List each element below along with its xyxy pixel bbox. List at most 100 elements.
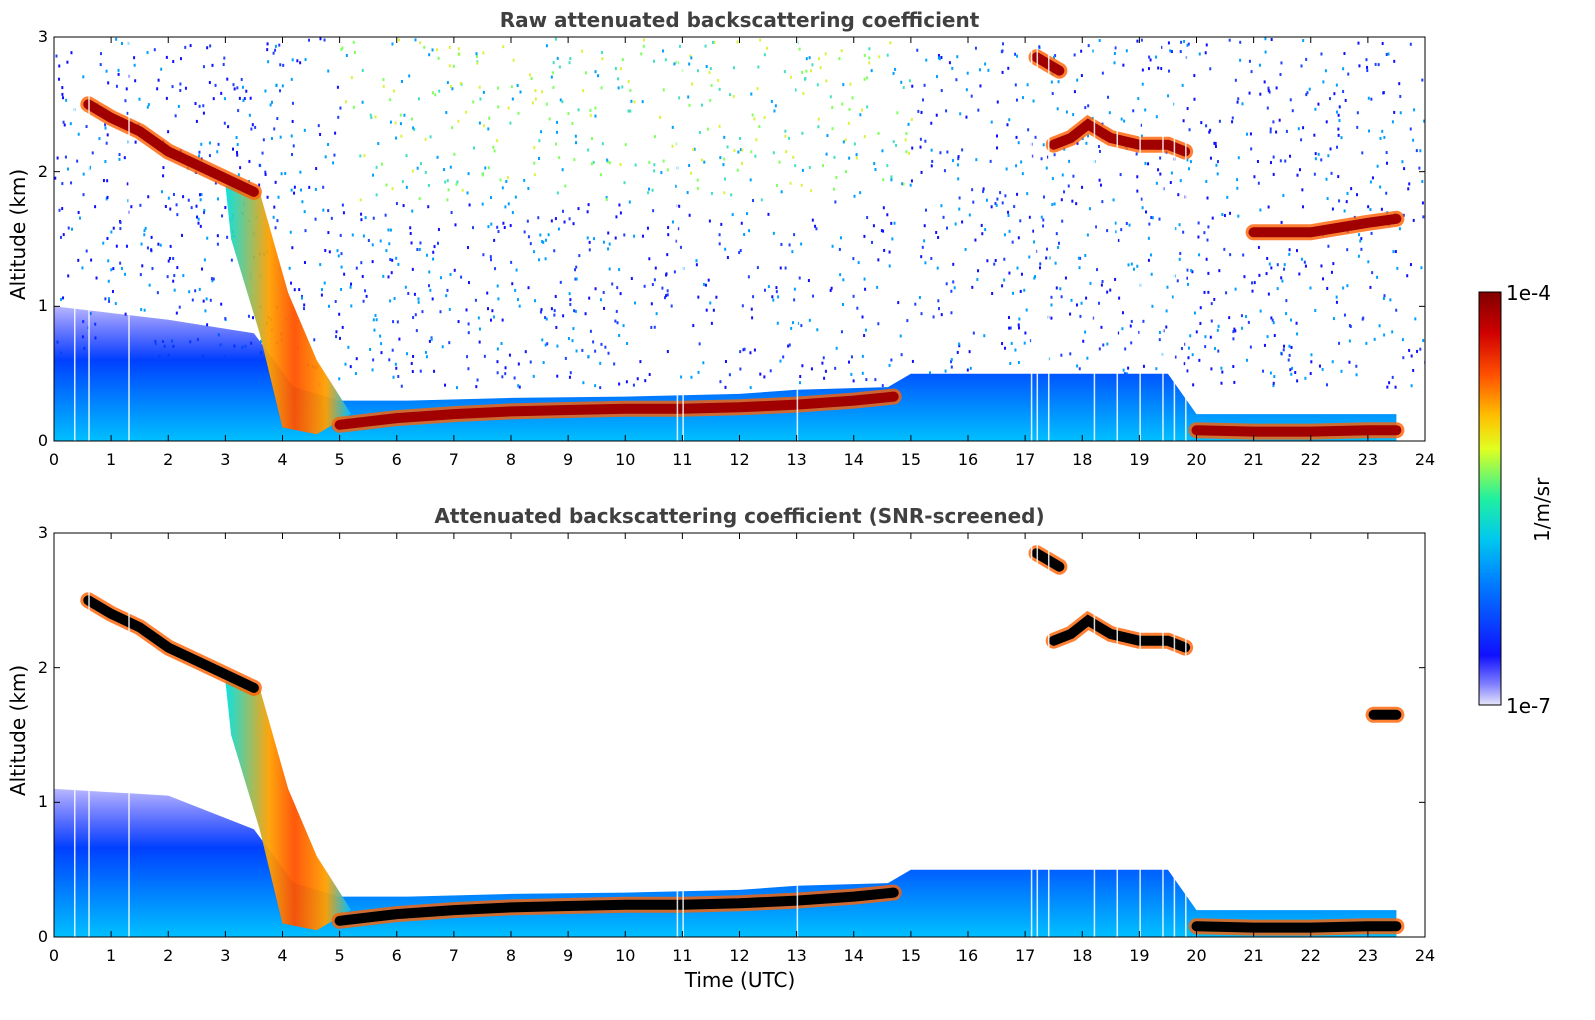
- top-noise-pixel: [1038, 266, 1041, 270]
- top-noise-pixel: [678, 44, 681, 48]
- top-noise-pixel: [607, 231, 610, 235]
- top-noise-pixel: [636, 377, 639, 381]
- top-noise-pixel: [1391, 120, 1394, 124]
- top-noise-pixel: [1016, 266, 1019, 270]
- top-noise-pixel: [882, 206, 885, 210]
- top-noise-pixel: [594, 384, 597, 388]
- top-noise-pixel: [394, 121, 397, 125]
- top-noise-pixel: [476, 378, 479, 382]
- top-noise-pixel: [1398, 227, 1401, 231]
- top-noise-pixel: [888, 264, 891, 268]
- top-noise-pixel: [1272, 120, 1275, 124]
- top-noise-pixel: [855, 153, 858, 157]
- top-noise-pixel: [982, 187, 985, 191]
- top-noise-pixel: [1272, 381, 1275, 385]
- top-noise-pixel: [1160, 67, 1163, 71]
- top-noise-pixel: [606, 160, 609, 164]
- top-noise-pixel: [798, 47, 801, 51]
- top-noise-pixel: [861, 315, 864, 319]
- top-noise-pixel: [1245, 132, 1248, 136]
- top-noise-pixel: [82, 172, 85, 176]
- top-noise-pixel: [1179, 50, 1182, 54]
- top-noise-pixel: [888, 250, 891, 254]
- top-noise-pixel: [341, 325, 344, 329]
- top-noise-pixel: [319, 37, 322, 41]
- top-noise-pixel: [1284, 159, 1287, 163]
- top-noise-pixel: [1181, 83, 1184, 87]
- top-noise-pixel: [444, 180, 447, 184]
- top-noise-pixel: [260, 339, 263, 343]
- top-noise-pixel: [1313, 133, 1316, 137]
- top-noise-pixel: [1215, 163, 1218, 167]
- top-noise-pixel: [236, 153, 239, 157]
- top-noise-pixel: [1158, 217, 1161, 221]
- top-noise-pixel: [839, 236, 842, 240]
- top-noise-pixel: [739, 148, 742, 152]
- bottom-x-tick-label: 10: [615, 946, 636, 965]
- top-noise-pixel: [165, 55, 168, 59]
- top-x-tick-label: 10: [615, 450, 636, 469]
- top-noise-pixel: [957, 157, 960, 161]
- colorbar-max-label: 1e-4: [1506, 281, 1551, 305]
- top-noise-pixel: [921, 245, 924, 249]
- top-noise-pixel: [380, 342, 383, 346]
- top-noise-pixel: [435, 48, 438, 52]
- top-noise-pixel: [478, 327, 481, 331]
- top-noise-pixel: [688, 163, 691, 167]
- top-noise-pixel: [355, 266, 358, 270]
- top-noise-pixel: [741, 148, 744, 152]
- top-noise-pixel: [211, 63, 214, 67]
- top-noise-pixel: [553, 309, 556, 313]
- top-noise-pixel: [190, 206, 193, 210]
- top-noise-pixel: [64, 155, 67, 159]
- top-noise-pixel: [599, 386, 602, 390]
- top-noise-pixel: [606, 158, 609, 162]
- top-noise-pixel: [248, 113, 251, 117]
- top-noise-pixel: [196, 215, 199, 219]
- top-noise-pixel: [1322, 80, 1325, 84]
- top-noise-pixel: [984, 62, 987, 66]
- top-gap-line: [1047, 37, 1050, 441]
- top-noise-pixel: [117, 68, 120, 72]
- top-noise-pixel: [950, 289, 953, 293]
- top-noise-pixel: [139, 203, 142, 207]
- top-noise-pixel: [772, 231, 775, 235]
- top-noise-pixel: [119, 227, 122, 231]
- top-noise-pixel: [1149, 253, 1152, 257]
- top-noise-pixel: [1191, 270, 1194, 274]
- top-noise-pixel: [871, 240, 874, 244]
- top-noise-pixel: [940, 313, 943, 317]
- top-noise-pixel: [874, 167, 877, 171]
- top-noise-pixel: [1326, 197, 1329, 201]
- top-noise-pixel: [1028, 255, 1031, 259]
- top-noise-pixel: [664, 296, 667, 300]
- top-noise-pixel: [107, 81, 110, 85]
- bottom-x-tick-label: 12: [729, 946, 750, 965]
- top-noise-pixel: [1204, 51, 1207, 55]
- top-noise-pixel: [914, 302, 917, 306]
- top-noise-pixel: [1239, 40, 1242, 44]
- top-noise-pixel: [1335, 300, 1338, 304]
- top-noise-pixel: [659, 115, 662, 119]
- top-noise-pixel: [1087, 44, 1090, 48]
- top-noise-pixel: [564, 184, 567, 188]
- top-noise-pixel: [360, 212, 363, 216]
- top-noise-pixel: [626, 341, 629, 345]
- top-noise-pixel: [1229, 211, 1232, 215]
- top-noise-pixel: [1228, 38, 1231, 42]
- top-noise-pixel: [449, 85, 452, 89]
- top-noise-pixel: [1259, 92, 1262, 96]
- top-noise-pixel: [600, 342, 603, 346]
- top-noise-pixel: [749, 351, 752, 355]
- top-noise-pixel: [267, 60, 270, 64]
- top-noise-pixel: [877, 131, 880, 135]
- top-noise-pixel: [511, 282, 514, 286]
- top-noise-pixel: [993, 262, 996, 266]
- top-noise-pixel: [619, 292, 622, 296]
- top-noise-pixel: [852, 379, 855, 383]
- top-noise-pixel: [1100, 325, 1103, 329]
- top-noise-pixel: [805, 69, 808, 73]
- top-noise-pixel: [134, 79, 137, 83]
- top-noise-pixel: [783, 70, 786, 74]
- top-noise-pixel: [1221, 370, 1224, 374]
